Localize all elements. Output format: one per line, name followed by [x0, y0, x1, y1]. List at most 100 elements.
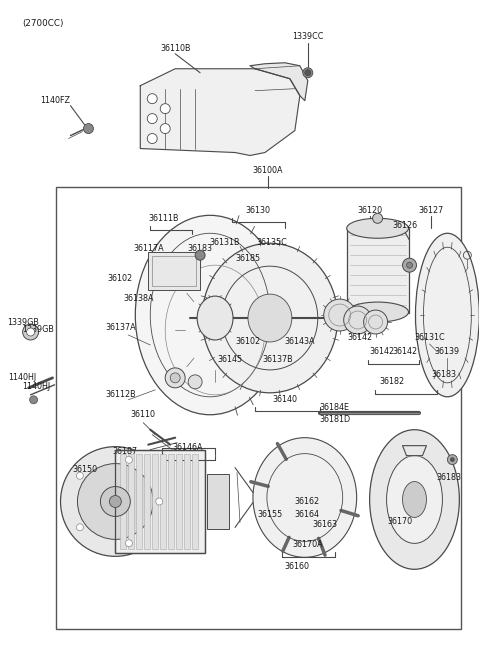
- Text: 36111B: 36111B: [148, 214, 179, 223]
- Text: 36139: 36139: [435, 347, 460, 356]
- Text: 36163: 36163: [312, 520, 337, 529]
- Text: 1140HJ: 1140HJ: [23, 383, 51, 391]
- Text: 36138A: 36138A: [123, 293, 154, 303]
- Bar: [120, 454, 126, 550]
- Bar: [160, 454, 166, 550]
- Circle shape: [160, 103, 170, 113]
- Circle shape: [147, 113, 157, 124]
- Text: 36183: 36183: [432, 370, 457, 379]
- Text: 36150: 36150: [73, 465, 98, 474]
- Text: 36142: 36142: [392, 347, 417, 356]
- Text: 36143A: 36143A: [285, 337, 315, 346]
- Text: 36183: 36183: [188, 244, 213, 253]
- Circle shape: [23, 324, 38, 340]
- Circle shape: [195, 250, 205, 260]
- Text: 36135C: 36135C: [256, 238, 288, 247]
- Bar: [148, 252, 200, 290]
- Text: 36137A: 36137A: [105, 324, 136, 333]
- Circle shape: [60, 447, 170, 556]
- Text: 36183: 36183: [437, 473, 462, 482]
- Circle shape: [26, 328, 35, 336]
- Text: 36142: 36142: [369, 347, 394, 356]
- Bar: [168, 454, 174, 550]
- Text: 36100A: 36100A: [252, 166, 283, 175]
- Ellipse shape: [364, 310, 387, 334]
- Circle shape: [84, 124, 94, 134]
- Text: 1339CC: 1339CC: [292, 32, 324, 41]
- Circle shape: [30, 396, 37, 403]
- Circle shape: [76, 472, 84, 479]
- Polygon shape: [403, 445, 426, 456]
- Text: 36120: 36120: [357, 206, 382, 215]
- Text: 36131C: 36131C: [414, 333, 445, 343]
- Circle shape: [407, 262, 412, 268]
- Text: 1339GB: 1339GB: [7, 318, 38, 326]
- Bar: [184, 454, 190, 550]
- Ellipse shape: [370, 430, 459, 569]
- Text: 36142: 36142: [347, 333, 372, 343]
- Polygon shape: [250, 63, 308, 101]
- Bar: [207, 474, 229, 529]
- Text: 36137B: 36137B: [263, 356, 293, 364]
- Ellipse shape: [403, 481, 426, 517]
- Ellipse shape: [344, 306, 372, 334]
- Bar: [56, 187, 461, 629]
- Text: 36164: 36164: [294, 510, 319, 519]
- Text: 36126: 36126: [392, 221, 417, 230]
- Circle shape: [305, 69, 311, 76]
- Circle shape: [450, 458, 455, 462]
- Circle shape: [147, 134, 157, 143]
- Text: 36127: 36127: [419, 206, 444, 215]
- Text: 36110B: 36110B: [160, 45, 191, 53]
- Circle shape: [77, 464, 153, 539]
- Circle shape: [403, 258, 417, 272]
- Text: 36170: 36170: [387, 517, 412, 526]
- Text: 36170A: 36170A: [292, 540, 323, 549]
- Text: 1339GB: 1339GB: [23, 326, 55, 335]
- Text: 36184E: 36184E: [320, 403, 350, 412]
- Ellipse shape: [324, 299, 356, 331]
- Bar: [128, 454, 134, 550]
- Ellipse shape: [135, 215, 285, 415]
- Circle shape: [303, 67, 313, 78]
- Circle shape: [160, 124, 170, 134]
- Bar: [152, 256, 196, 286]
- Circle shape: [109, 496, 121, 508]
- Circle shape: [76, 524, 84, 531]
- Text: 36117A: 36117A: [133, 244, 164, 253]
- Text: 36131B: 36131B: [210, 238, 240, 247]
- Bar: [115, 449, 205, 553]
- Circle shape: [372, 214, 383, 223]
- Ellipse shape: [347, 218, 408, 238]
- Text: 36181D: 36181D: [319, 415, 350, 424]
- Ellipse shape: [197, 296, 233, 340]
- Bar: [136, 454, 142, 550]
- Bar: [115, 449, 205, 553]
- Circle shape: [188, 375, 202, 389]
- Circle shape: [100, 487, 130, 516]
- Text: 1140FZ: 1140FZ: [40, 96, 71, 105]
- Text: 36146A: 36146A: [173, 443, 204, 452]
- Circle shape: [165, 368, 185, 388]
- Circle shape: [125, 457, 132, 463]
- Bar: [347, 229, 408, 313]
- Bar: [192, 454, 198, 550]
- Text: 36112B: 36112B: [105, 390, 136, 400]
- Text: 36110: 36110: [131, 410, 156, 419]
- Circle shape: [125, 540, 132, 547]
- Text: 36187: 36187: [113, 447, 138, 456]
- Text: 36140: 36140: [272, 395, 298, 404]
- Ellipse shape: [202, 243, 338, 393]
- Text: 36155: 36155: [257, 510, 283, 519]
- Text: 36102: 36102: [235, 337, 261, 346]
- Text: 36102: 36102: [108, 274, 133, 283]
- Text: 36162: 36162: [294, 497, 319, 506]
- Ellipse shape: [386, 456, 443, 544]
- Text: 36185: 36185: [235, 253, 261, 263]
- Bar: [152, 454, 158, 550]
- Ellipse shape: [347, 302, 408, 322]
- Text: 36160: 36160: [284, 562, 309, 571]
- Bar: [176, 454, 182, 550]
- Text: (2700CC): (2700CC): [23, 19, 64, 28]
- Text: 1140HJ: 1140HJ: [9, 373, 36, 383]
